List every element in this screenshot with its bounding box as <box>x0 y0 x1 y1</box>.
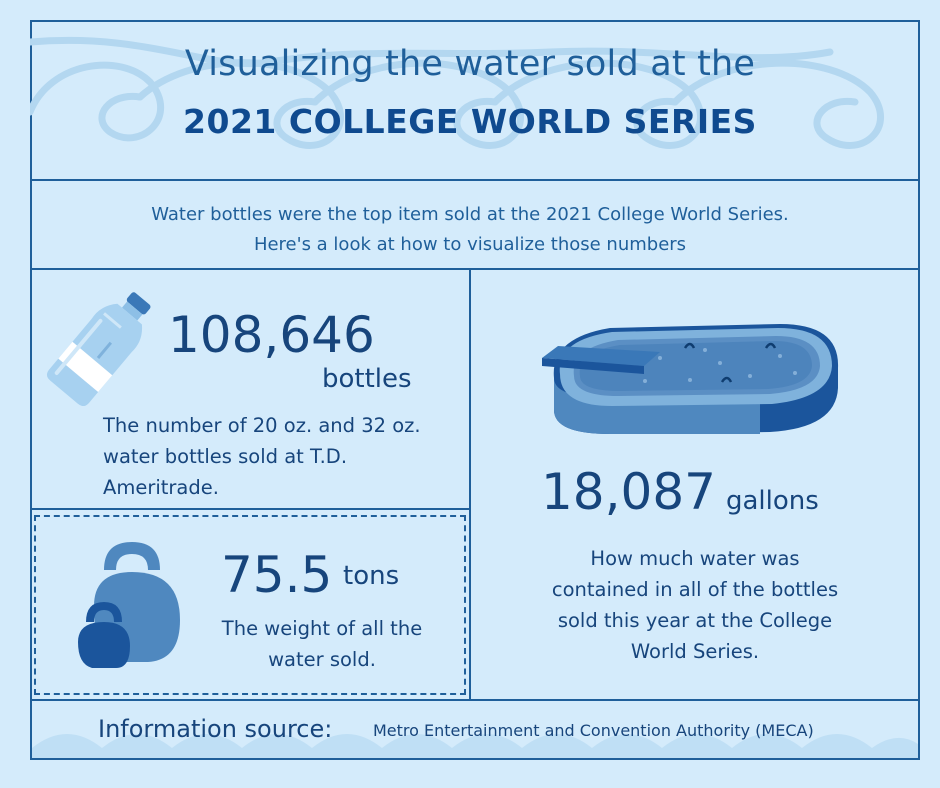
intro-line: Water bottles were the top item sold at … <box>151 204 789 225</box>
footer-divider <box>30 699 920 701</box>
column-divider <box>469 268 471 700</box>
bottles-count: 108,646 <box>168 306 375 364</box>
weight-value: 75.5 <box>221 546 333 604</box>
intro-text: Water bottles were the top item sold at … <box>0 200 940 260</box>
desc-line: Ameritrade. <box>103 476 219 499</box>
intro-divider <box>30 268 920 270</box>
desc-line: The weight of all the <box>221 617 423 640</box>
bottles-description: The number of 20 oz. and 32 oz. water bo… <box>103 410 421 503</box>
page-title: Visualizing the water sold at the <box>184 44 756 84</box>
wave-decoration <box>30 36 885 149</box>
water-bottle-icon <box>46 292 151 406</box>
desc-line: sold this year at the College <box>557 609 833 632</box>
bottles-divider <box>30 508 470 510</box>
weight-unit: tons <box>343 561 400 591</box>
desc-line: water bottles sold at T.D. <box>103 445 348 468</box>
gallons-description: How much water was contained in all of t… <box>485 543 905 667</box>
page-subtitle: 2021 COLLEGE WORLD SERIES <box>183 102 757 141</box>
desc-line: The number of 20 oz. and 32 oz. <box>103 414 421 437</box>
header-divider <box>30 179 920 181</box>
weight-description: The weight of all the water sold. <box>200 613 444 675</box>
desc-line: How much water was <box>590 547 800 570</box>
gallons-unit: gallons <box>726 486 819 516</box>
desc-line: contained in all of the bottles <box>551 578 839 601</box>
gallons-value: 18,087 <box>541 463 716 521</box>
desc-line: water sold. <box>268 648 376 671</box>
swimming-pool-icon <box>542 324 839 434</box>
wave-decoration <box>32 734 918 758</box>
weight-panel <box>34 515 466 695</box>
source-text: Metro Entertainment and Convention Autho… <box>373 721 814 740</box>
kettlebell-icon <box>78 542 180 668</box>
source-label: Information source: <box>98 715 333 743</box>
desc-line: World Series. <box>630 640 760 663</box>
intro-line: Here's a look at how to visualize those … <box>253 234 687 255</box>
bottles-unit: bottles <box>322 364 412 394</box>
